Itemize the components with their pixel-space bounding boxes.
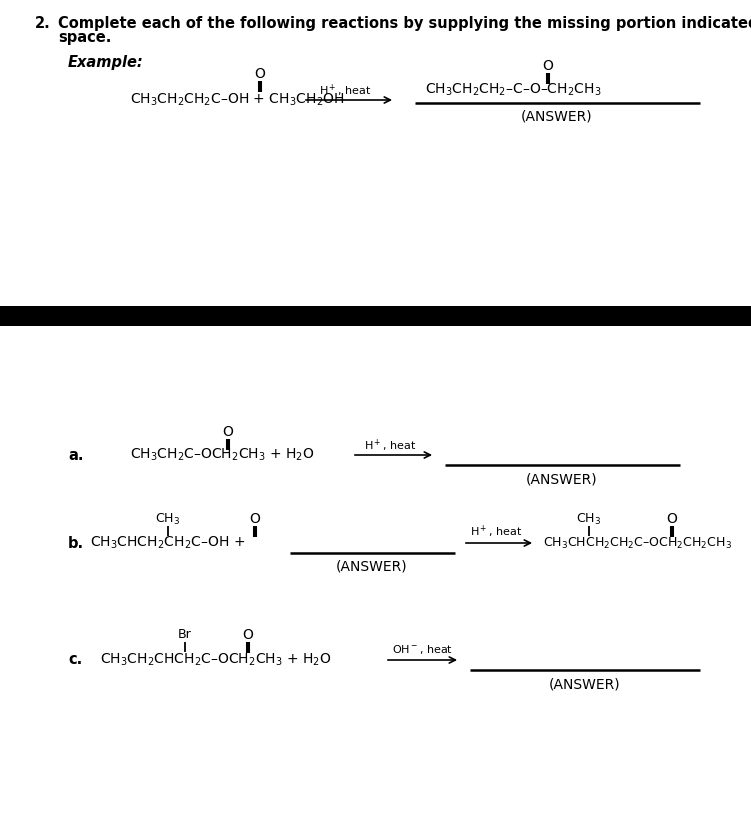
Text: OH$^-$, heat: OH$^-$, heat [391, 644, 453, 657]
Text: (ANSWER): (ANSWER) [336, 560, 408, 574]
Text: O: O [243, 628, 253, 642]
Text: O: O [255, 67, 265, 81]
Text: (ANSWER): (ANSWER) [521, 109, 593, 123]
Text: O: O [542, 59, 553, 73]
Text: O: O [222, 425, 234, 439]
Text: a.: a. [68, 448, 83, 463]
Text: 2.: 2. [35, 16, 51, 31]
Text: Complete each of the following reactions by supplying the missing portion indica: Complete each of the following reactions… [58, 16, 751, 31]
Text: CH$_3$CH$_2$C–OCH$_2$CH$_3$ + H$_2$O: CH$_3$CH$_2$C–OCH$_2$CH$_3$ + H$_2$O [130, 447, 315, 463]
Text: c.: c. [68, 653, 83, 667]
Text: CH$_3$CH$_2$CHCH$_2$C–OCH$_2$CH$_3$ + H$_2$O: CH$_3$CH$_2$CHCH$_2$C–OCH$_2$CH$_3$ + H$… [100, 652, 332, 668]
Text: Br: Br [178, 629, 192, 641]
Text: H$^+$, heat: H$^+$, heat [364, 438, 416, 454]
Text: CH$_3$CHCH$_2$CH$_2$C–OCH$_2$CH$_2$CH$_3$: CH$_3$CHCH$_2$CH$_2$C–OCH$_2$CH$_2$CH$_3… [543, 536, 732, 551]
Text: O: O [667, 512, 677, 526]
Text: (ANSWER): (ANSWER) [526, 472, 598, 486]
Text: CH$_3$: CH$_3$ [577, 511, 602, 527]
Text: CH$_3$CHCH$_2$CH$_2$C–OH +: CH$_3$CHCH$_2$CH$_2$C–OH + [90, 535, 245, 551]
Text: O: O [249, 512, 261, 526]
Text: space.: space. [58, 30, 111, 45]
Text: CH$_3$CH$_2$CH$_2$–C–O–CH$_2$CH$_3$: CH$_3$CH$_2$CH$_2$–C–O–CH$_2$CH$_3$ [425, 81, 602, 98]
Bar [0, 306, 751, 326]
Text: H$^+$, heat: H$^+$, heat [470, 524, 522, 540]
Text: (ANSWER): (ANSWER) [549, 677, 621, 691]
Text: Example:: Example: [68, 55, 143, 70]
Text: CH$_3$: CH$_3$ [155, 511, 180, 527]
Text: b.: b. [68, 536, 84, 551]
Text: CH$_3$CH$_2$CH$_2$C–OH + CH$_3$CH$_2$OH: CH$_3$CH$_2$CH$_2$C–OH + CH$_3$CH$_2$OH [130, 92, 345, 108]
Text: H$^+$, heat: H$^+$, heat [319, 83, 371, 99]
